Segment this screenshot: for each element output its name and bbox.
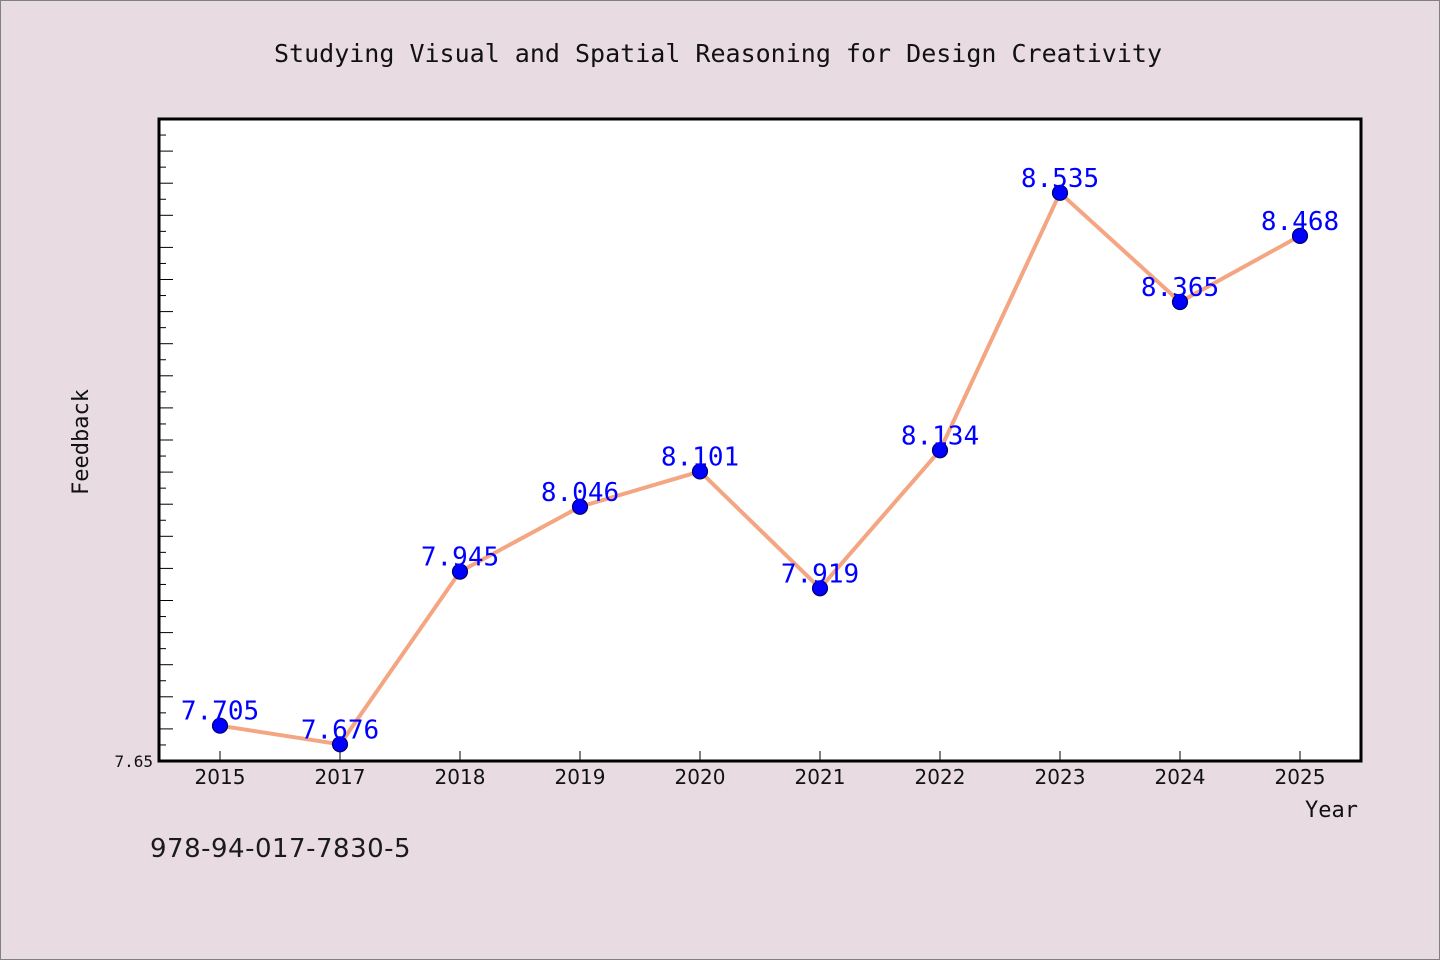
series-line bbox=[218, 190, 1302, 747]
x-tick-label: 2025 bbox=[1275, 765, 1326, 789]
data-point bbox=[1171, 293, 1189, 311]
x-axis-ticks bbox=[219, 751, 1301, 761]
x-tick-label: 2015 bbox=[195, 765, 246, 789]
x-tick-label: 2022 bbox=[915, 765, 966, 789]
series-markers bbox=[211, 184, 1309, 753]
data-point bbox=[811, 580, 829, 597]
x-tick-label: 2019 bbox=[555, 765, 606, 789]
data-point bbox=[1051, 184, 1069, 201]
data-label: 7.705 bbox=[181, 697, 259, 727]
series-line-group bbox=[218, 190, 1302, 747]
x-tick-label: 2024 bbox=[1155, 765, 1206, 789]
data-label: 8.101 bbox=[661, 442, 739, 472]
x-tick-label: 2017 bbox=[315, 765, 366, 789]
data-label: 8.046 bbox=[541, 478, 619, 508]
y-axis-tick-labels: 7.65 bbox=[114, 752, 153, 771]
y-axis-ticks bbox=[159, 134, 173, 746]
isbn-text: 978-94-017-7830-5 bbox=[150, 834, 412, 864]
data-label: 8.365 bbox=[1141, 273, 1219, 303]
data-label: 8.535 bbox=[1021, 164, 1099, 194]
plot-area bbox=[157, 117, 1363, 763]
data-point bbox=[691, 463, 709, 480]
data-label: 7.676 bbox=[301, 715, 379, 745]
data-point bbox=[571, 498, 589, 515]
x-axis-tick-labels: 2015 2017 2018 2019 2020 2021 2022 2023 2024 2025 bbox=[195, 765, 1326, 789]
data-label: 7.919 bbox=[781, 559, 859, 589]
data-label: 8.468 bbox=[1261, 207, 1339, 237]
data-labels: 7.705 7.676 7.945 8.046 8.101 7.919 8.134 8.535… bbox=[181, 164, 1339, 745]
data-point bbox=[451, 563, 469, 580]
data-point bbox=[331, 736, 349, 753]
x-axis-label: Year bbox=[1305, 798, 1358, 823]
y-axis-label: Feedback bbox=[69, 389, 94, 495]
data-point bbox=[931, 442, 949, 459]
y-tick-label: 7.65 bbox=[114, 752, 153, 771]
data-label: 8.134 bbox=[901, 421, 979, 451]
chart-title: Studying Visual and Spatial Reasoning fo… bbox=[274, 39, 1162, 68]
data-label: 7.945 bbox=[421, 543, 499, 573]
data-point bbox=[211, 717, 229, 734]
x-tick-label: 2018 bbox=[435, 765, 486, 789]
x-tick-label: 2023 bbox=[1035, 765, 1086, 789]
x-tick-label: 2020 bbox=[675, 765, 726, 789]
data-point bbox=[1291, 227, 1309, 244]
x-tick-label: 2021 bbox=[795, 765, 846, 789]
